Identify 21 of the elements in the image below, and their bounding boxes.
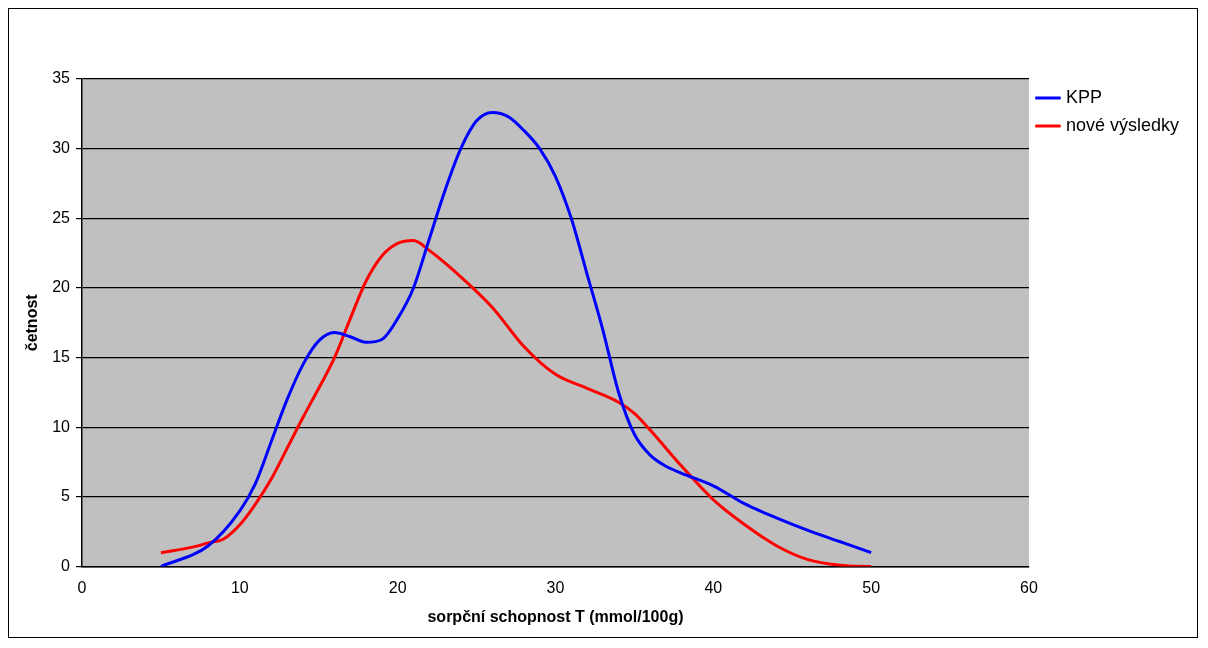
line-series xyxy=(159,110,873,567)
y-tick-label: 0 xyxy=(61,557,71,575)
x-tick-label: 30 xyxy=(546,578,565,596)
x-tick-label: 10 xyxy=(230,578,249,596)
y-tick-label: 30 xyxy=(52,139,71,157)
y-tick-label: 5 xyxy=(61,487,71,505)
y-tick-label: 10 xyxy=(52,417,71,435)
y-tick-label: 15 xyxy=(52,348,71,366)
line-series xyxy=(159,239,873,567)
x-tick-label: 0 xyxy=(77,578,87,596)
x-tick-label: 20 xyxy=(388,578,407,596)
legend-label: KPP xyxy=(1065,86,1102,107)
x-tick-label: 50 xyxy=(862,578,881,596)
legend-label: nové výsledky xyxy=(1065,114,1180,135)
x-tick-label: 40 xyxy=(704,578,723,596)
y-axis-title: četnost xyxy=(23,293,41,352)
y-tick-label: 25 xyxy=(52,208,71,226)
x-axis-title: sorpční schopnost T (mmol/100g) xyxy=(427,607,684,625)
y-tick-label: 20 xyxy=(52,278,71,296)
y-tick-label: 35 xyxy=(52,69,71,87)
x-tick-label: 60 xyxy=(1020,578,1038,596)
